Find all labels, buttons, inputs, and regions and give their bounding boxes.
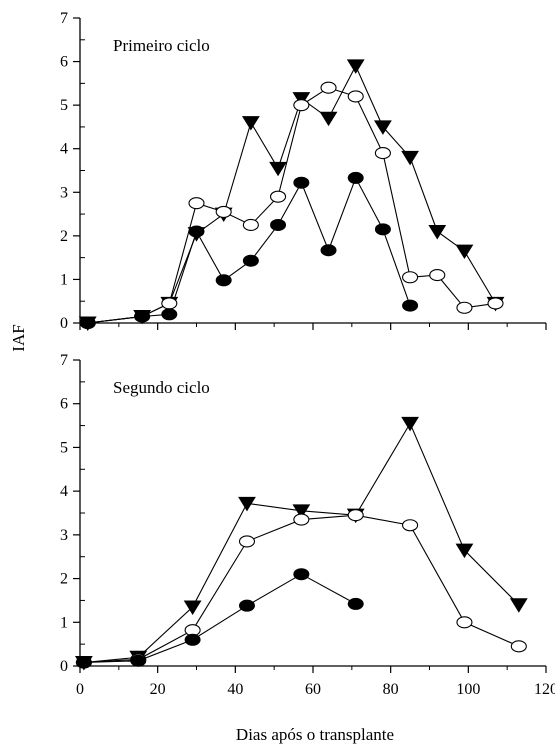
marker-open-circle (269, 190, 287, 203)
y-tick-label: 2 (60, 228, 68, 245)
marker-triangle (428, 225, 447, 240)
marker-open-circle (374, 147, 391, 160)
y-tick-label: 0 (60, 658, 68, 675)
marker-open-circle (293, 99, 310, 112)
marker-open-circle (487, 297, 504, 310)
marker-filled-circle (184, 633, 201, 646)
y-tick-label: 7 (60, 10, 68, 27)
marker-filled-circle (293, 568, 310, 581)
series-line (87, 87, 496, 324)
marker-triangle (238, 496, 256, 512)
series-line (83, 514, 520, 664)
marker-open-circle (402, 271, 419, 284)
marker-filled-circle (238, 599, 255, 612)
marker-open-circle (215, 205, 232, 218)
y-tick-label: 3 (60, 184, 68, 201)
y-tick-label: 2 (60, 571, 68, 588)
x-tick-label: 100 (456, 681, 480, 698)
marker-triangle (346, 59, 365, 74)
x-tick-label: 60 (305, 681, 321, 698)
marker-open-circle (347, 90, 364, 103)
y-tick-label: 6 (60, 54, 68, 71)
x-tick-label: 80 (383, 681, 399, 698)
marker-triangle (241, 116, 260, 131)
marker-open-circle (238, 535, 256, 548)
x-tick-label: 0 (76, 681, 84, 698)
marker-filled-circle (320, 244, 337, 257)
marker-triangle (401, 150, 419, 166)
marker-filled-circle (347, 171, 364, 184)
marker-triangle (455, 244, 474, 260)
series-line (87, 176, 411, 324)
marker-triangle (183, 600, 202, 615)
marker-open-circle (242, 218, 259, 232)
marker-triangle (292, 504, 311, 519)
series-line (83, 422, 520, 664)
marker-triangle (509, 598, 528, 613)
series-line (87, 64, 496, 324)
panel-segundo-ciclo: 0 1 2 3 4 5 6 7 0 20 40 60 80 100 120 Segundo ciclo (60, 352, 555, 698)
marker-filled-circle (374, 223, 391, 236)
marker-filled-circle (188, 225, 205, 238)
marker-filled-circle (270, 218, 287, 231)
x-tick-label: 20 (150, 681, 166, 698)
marker-open-circle (320, 81, 337, 94)
marker-open-circle (347, 509, 364, 522)
marker-filled-circle (215, 274, 232, 287)
marker-open-circle (456, 301, 473, 314)
marker-triangle (269, 161, 287, 177)
marker-triangle (455, 543, 474, 559)
marker-filled-circle (161, 308, 178, 321)
y-tick-label: 7 (60, 352, 68, 369)
marker-open-circle (293, 513, 310, 526)
y-tick-label: 6 (60, 396, 68, 413)
marker-triangle (319, 111, 338, 127)
y-tick-label: 0 (60, 315, 68, 332)
marker-open-circle (402, 519, 419, 532)
marker-open-circle (188, 197, 205, 210)
panel-primeiro-ciclo: 0 1 2 3 4 5 6 7 Primeiro ciclo (60, 10, 547, 332)
marker-triangle (374, 120, 392, 135)
marker-filled-circle (79, 317, 96, 329)
y-tick-label: 1 (60, 614, 68, 631)
marker-open-circle (161, 297, 178, 310)
x-tick-label: 120 (534, 681, 555, 698)
y-tick-label: 5 (60, 439, 68, 456)
marker-open-circle (429, 269, 446, 282)
y-tick-label: 4 (60, 141, 68, 158)
marker-filled-circle (347, 597, 364, 610)
marker-filled-circle (75, 656, 92, 669)
y-tick-label: 4 (60, 483, 68, 500)
panel-title: Segundo ciclo (113, 378, 210, 397)
x-tick-label: 40 (227, 681, 243, 698)
marker-triangle (401, 416, 419, 432)
marker-filled-circle (134, 310, 151, 323)
y-axis-title: IAF (9, 324, 28, 351)
series-line (83, 573, 356, 664)
marker-filled-circle (130, 654, 147, 667)
x-axis-title: Dias após o transplante (236, 725, 394, 744)
panel-title: Primeiro ciclo (113, 36, 210, 55)
marker-filled-circle (402, 299, 419, 312)
y-tick-label: 5 (60, 97, 68, 114)
marker-open-circle (456, 616, 473, 629)
marker-open-circle (510, 640, 527, 653)
y-tick-label: 1 (60, 271, 68, 288)
y-tick-label: 3 (60, 527, 68, 544)
marker-filled-circle (242, 254, 259, 267)
marker-filled-circle (293, 176, 310, 189)
